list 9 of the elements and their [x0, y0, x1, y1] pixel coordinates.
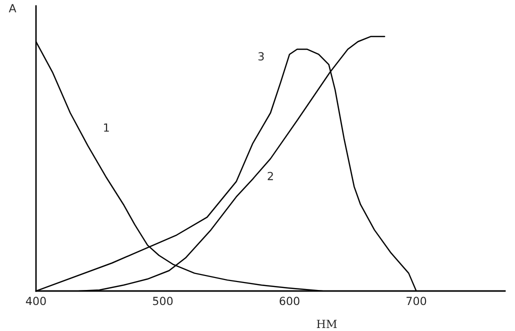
annotation: 3 — [258, 52, 264, 61]
x-tick-label: 600 — [280, 296, 300, 306]
x-tick-label: 400 — [26, 296, 46, 306]
y-axis-title: А — [8, 4, 16, 12]
x-tick-label: 500 — [153, 296, 173, 306]
annotation: 2 — [268, 172, 273, 180]
annotation: 1 — [104, 124, 109, 132]
x-tick-label: 700 — [406, 296, 426, 306]
x-axis-title: НМ — [316, 320, 337, 328]
